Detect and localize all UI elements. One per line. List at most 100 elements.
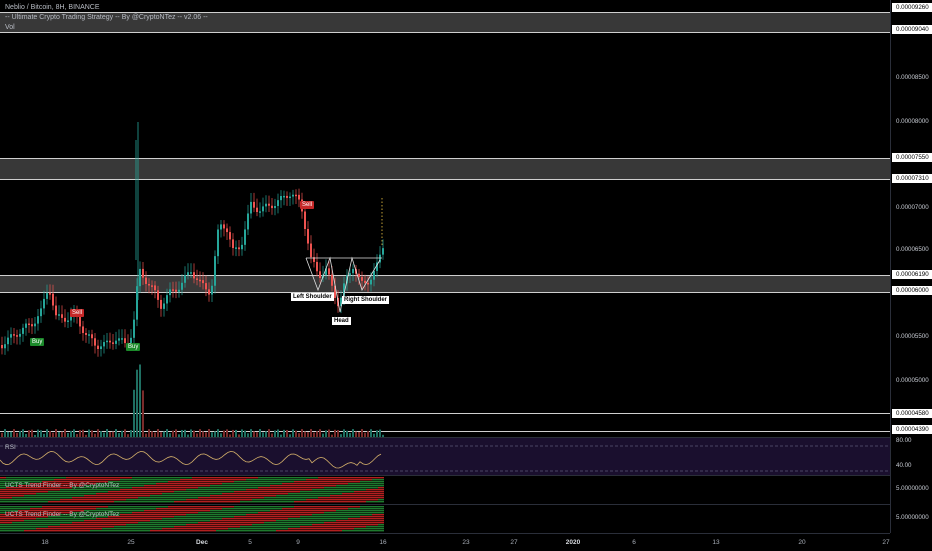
head-label: Head [332,317,351,325]
pane-divider[interactable] [0,437,890,438]
trend-finder-bar [12,487,18,489]
trend-finder-bar [330,530,336,532]
trend-finder-bar [54,485,60,487]
pane-divider[interactable] [0,475,890,476]
candle-body [85,332,87,335]
trend-finder-bar [246,495,252,497]
trend-finder-bar [270,506,276,508]
trend-finder-bar [246,481,252,483]
trend-finder-bar [90,522,96,524]
volume-bar [91,430,93,437]
trend-finder-bar [210,497,216,499]
trend-finder-bar [318,520,324,522]
trend-finder-bar [354,514,360,516]
trend-finder-bar [96,506,102,508]
volume-bar [274,430,276,437]
volume-bar [100,431,102,437]
trend-finder-bar [66,491,72,493]
trend-finder-bar [156,524,162,526]
trend-finder-bar [204,493,210,495]
trend-finder-bar [360,512,366,514]
trend-finder-bar [282,512,288,514]
trend-finder-bar [342,487,348,489]
candle-body [103,342,105,347]
trend-finder-bar [36,491,42,493]
trend-finder-bar [96,516,102,518]
trend-finder-bar [222,506,228,508]
trend-finder-bar [66,483,72,485]
trend-finder-bar [108,493,114,495]
trend-finder-bar [186,508,192,510]
trend-finder-bar [192,497,198,499]
pane-divider[interactable] [0,504,890,505]
volume-bar [247,433,249,437]
trend-finder-bar [30,518,36,520]
trend-finder-bar [312,489,318,491]
right-shoulder-label: Right Shoulder [342,296,389,304]
trend-finder-bar [72,493,78,495]
trend-finder-bar [30,512,36,514]
trend-finder-bar [270,477,276,479]
trend-finder-bar [162,495,168,497]
trend-finder-bar [360,493,366,495]
trend-finder-bar [216,491,222,493]
trend-finder-bar [30,485,36,487]
trend-finder-bar [258,501,264,503]
trend-finder-bar [60,528,66,530]
trend-finder-bar [180,524,186,526]
trend-finder-bar [366,479,372,481]
trend-finder-bar [72,514,78,516]
trend-finder-bar [6,499,12,501]
trend-finder-bar [216,481,222,483]
trend-finder-bar [66,516,72,518]
trend-finder-bar [96,518,102,520]
trend-finder-bar [54,483,60,485]
trend-finder-label[interactable]: UCTS Trend Finder -- By @CryptoNTez [5,482,120,489]
trend-finder-bar [318,518,324,520]
trend-finder-bar [198,493,204,495]
trend-finder-bar [228,522,234,524]
trend-finder-bar [42,477,48,479]
trend-finder-bar [174,499,180,501]
trend-finder-bar [366,489,372,491]
trend-finder-bar [60,489,66,491]
volume-title[interactable]: Vol [5,24,15,31]
trend-finder-bar [72,528,78,530]
rsi-label[interactable]: RSI [5,444,16,451]
trend-finder-bar [204,510,210,512]
date-axis[interactable] [0,533,890,551]
trend-finder-bar [12,499,18,501]
trend-finder-bar [30,487,36,489]
trend-finder-bar [18,508,24,510]
price-axis[interactable] [890,0,932,533]
trend-finder-bar [258,497,264,499]
trend-finder-bar [0,479,6,481]
trend-finder-bar [180,491,186,493]
trend-finder-bar [48,526,54,528]
trend-finder-bar [84,495,90,497]
trend-finder-bar [54,493,60,495]
trend-finder-bar [96,512,102,514]
candle-body [52,293,54,306]
trend-finder-bar [216,506,222,508]
trend-finder-bar [336,520,342,522]
trend-finder-bar [372,514,378,516]
trend-finder-bar [114,530,120,532]
trend-finder-bar [264,508,270,510]
trend-finder-bar [294,528,300,530]
trend-finder-label[interactable]: UCTS Trend Finder -- By @CryptoNTez [5,511,120,518]
strategy-title[interactable]: -- Ultimate Crypto Trading Strategy -- B… [5,14,208,21]
trend-finder-bar [42,530,48,532]
trend-finder-bar [240,487,246,489]
trend-finder-bar [66,518,72,520]
trend-finder-bar [234,483,240,485]
trend-finder-bar [192,479,198,481]
trend-finder-bar [66,489,72,491]
trend-finder-bar [114,499,120,501]
symbol-title[interactable]: Neblio / Bitcoin, 8H, BINANCE [5,4,100,11]
trend-finder-bar [276,526,282,528]
trend-finder-bar [102,495,108,497]
trend-finder-bar [264,495,270,497]
